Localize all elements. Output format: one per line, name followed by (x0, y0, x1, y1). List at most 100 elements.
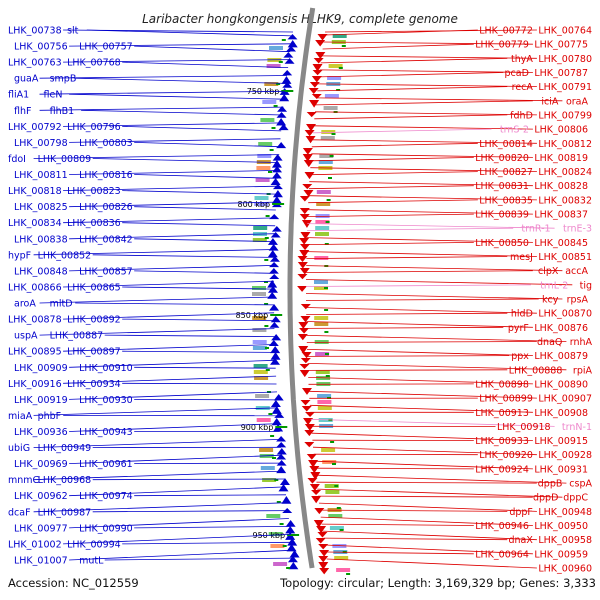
gene-label-lhk-00818: LHK_00818 (8, 186, 62, 197)
plus-strand-gene-arrow (299, 238, 310, 245)
leader-line (63, 217, 276, 224)
gene-label-lhk-00892: LHK_00892 (67, 315, 121, 326)
annotation-block (254, 202, 269, 206)
leader-line (75, 302, 275, 306)
gene-label-lhk-00964: LHK_00964 (475, 549, 529, 560)
gene-label-dppc: dppC (563, 493, 588, 504)
leader-line (92, 158, 279, 163)
annotation-block (315, 352, 330, 356)
gene-label-lhk-00907: LHK_00907 (538, 394, 592, 405)
minus-strand-gene-arrow (271, 160, 282, 168)
plus-strand-gene-arrow (300, 304, 311, 310)
minus-strand-gene-arrow (285, 520, 296, 527)
minus-strand-gene-arrow (270, 358, 281, 365)
plus-strand-gene-arrow (308, 88, 319, 94)
label-leader-lines (33, 29, 573, 569)
annotation-block (260, 118, 275, 122)
leader-line (306, 251, 537, 257)
gene-label-lhk-00772: LHK_00772 (479, 26, 533, 37)
leader-line (122, 61, 289, 68)
leader-line (307, 223, 555, 229)
leader-line (307, 369, 508, 371)
minus-strand-gene-arrow (281, 76, 292, 84)
annotation-block (273, 562, 288, 566)
minus-strand-gene-arrow (285, 526, 296, 534)
annotation-block (259, 448, 274, 452)
gene-label-lhk-00845: LHK_00845 (534, 238, 588, 249)
plus-strand-gene-arrow (314, 508, 325, 515)
plus-strand-gene-arrow (301, 406, 312, 412)
leader-line (307, 209, 533, 215)
leader-line (122, 190, 277, 195)
leader-line (306, 321, 533, 328)
annotation-block (314, 280, 328, 284)
plus-strand-gene-arrow (299, 328, 310, 334)
leader-line (321, 55, 537, 59)
plus-strand-gene-arrow (317, 532, 328, 538)
minus-strand-gene-arrow (281, 496, 292, 504)
annotation-block (252, 238, 267, 242)
minus-strand-gene-arrow (276, 454, 287, 460)
leader-line (306, 242, 474, 245)
minus-strand-gene-arrow (269, 262, 280, 268)
leader-line (122, 222, 276, 227)
annotation-block (319, 154, 334, 158)
leader-line (306, 326, 504, 329)
plus-strand-gene-arrow (315, 538, 326, 544)
annotation-block (252, 316, 267, 320)
plus-strand-gene-arrow (300, 358, 311, 364)
gene-label-slt: slt (67, 26, 79, 37)
annotation-block (325, 490, 340, 494)
annotation-block (317, 394, 332, 398)
minus-strand-gene-arrow (269, 304, 280, 311)
gene-label-lhk-00878: LHK_00878 (8, 315, 62, 326)
minus-strand-gene-arrow (271, 406, 282, 414)
gene-label-lhk-00899: LHK_00899 (479, 394, 533, 405)
annotation-block (315, 220, 330, 224)
leader-line (69, 233, 275, 240)
leader-line (311, 142, 478, 148)
leader-line (81, 109, 283, 116)
gene-label-lhk-00915: LHK_00915 (534, 436, 588, 447)
annotation-block (332, 34, 347, 38)
plus-strand-gene-arrow (311, 94, 322, 100)
gene-label-dppf: dppF (509, 507, 533, 518)
annotation-block (252, 292, 266, 296)
gene-label-lhk-00934: LHK_00934 (67, 379, 121, 390)
plus-strand-gene-arrow (309, 100, 320, 108)
minus-strand-gene-arrow (279, 94, 290, 102)
annotation-block (320, 136, 335, 140)
gene-label-lhk-00990: LHK_00990 (79, 523, 133, 534)
leader-line (320, 516, 533, 526)
gene-label-lhk-00757: LHK_00757 (79, 42, 133, 53)
gene-label-lhk-00768: LHK_00768 (67, 58, 121, 69)
plus-strand-gene-arrow (307, 478, 318, 484)
leader-line (315, 100, 533, 106)
leader-line (134, 270, 275, 274)
leader-line (63, 280, 275, 288)
gene-label-lhk-00787: LHK_00787 (534, 68, 588, 79)
plus-strand-gene-arrow (299, 196, 310, 202)
plus-strand-gene-arrow (319, 550, 330, 557)
plus-strand-gene-arrow (302, 154, 313, 162)
gene-label-lhk-00936: LHK_00936 (14, 427, 68, 438)
leader-line (86, 29, 293, 37)
plus-strand-gene-arrow (305, 136, 316, 144)
gene-label-flia1: fliA1 (8, 90, 29, 101)
gene-label-dppb: dppB (538, 479, 563, 490)
plus-strand-gene-arrow (300, 316, 311, 323)
gene-label-smpb: smpB (50, 74, 77, 85)
minus-strand-gene-arrow (282, 82, 293, 88)
leader-line (63, 312, 275, 320)
gene-label-lhk-00806: LHK_00806 (534, 125, 588, 136)
gene-label-miaa: miaA (8, 411, 33, 422)
leader-line (313, 125, 533, 130)
leader-line (33, 439, 281, 448)
minus-strand-gene-arrow (276, 118, 287, 126)
plus-strand-gene-arrow (297, 262, 308, 269)
leader-line (309, 171, 478, 176)
annotation-block (315, 232, 329, 236)
leader-line (307, 213, 474, 217)
leader-line (134, 462, 283, 465)
annotation-block (253, 226, 268, 230)
